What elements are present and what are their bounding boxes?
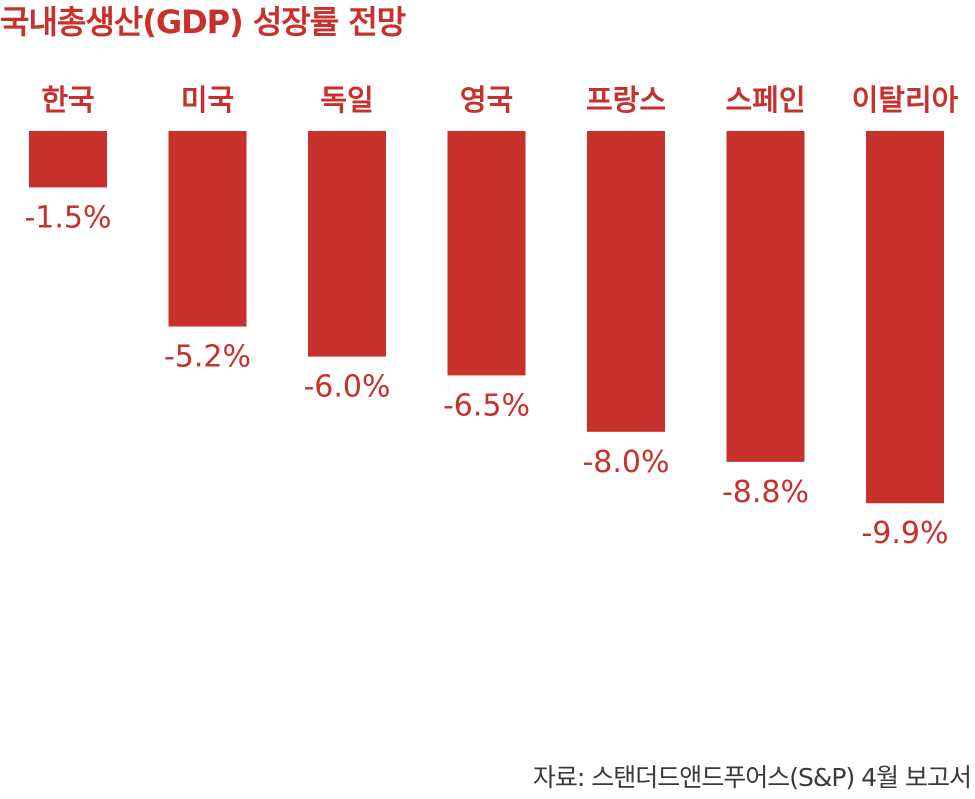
source-note: 자료: 스탠더드앤드푸어스(S&P) 4월 보고서 bbox=[532, 763, 972, 792]
category-label: 영국 bbox=[460, 83, 513, 117]
bar bbox=[866, 131, 944, 504]
bar bbox=[168, 131, 247, 327]
category-label: 프랑스 bbox=[586, 83, 666, 117]
value-label: -6.0% bbox=[303, 370, 390, 405]
value-label: -9.9% bbox=[861, 516, 948, 551]
bar bbox=[447, 131, 526, 376]
category-label: 한국 bbox=[41, 83, 94, 117]
bar bbox=[726, 131, 805, 462]
value-label: -6.5% bbox=[443, 388, 530, 423]
value-label: -1.5% bbox=[24, 200, 111, 235]
value-label: -8.8% bbox=[722, 475, 809, 510]
bar bbox=[29, 131, 107, 188]
category-label: 미국 bbox=[181, 83, 234, 117]
bar bbox=[308, 131, 386, 357]
category-label: 이탈리아 bbox=[852, 83, 959, 117]
value-label: -5.2% bbox=[164, 340, 251, 375]
category-label: 스페인 bbox=[725, 83, 805, 117]
category-label: 독일 bbox=[320, 83, 373, 117]
bar bbox=[587, 131, 665, 432]
bar-chart: 한국 -1.5% 미국 -5.2% 독일 -6.0% 영국 -6.5% 프랑스 -8.0% 스페인 -… bbox=[24, 83, 959, 551]
chart-title: 국내총생산(GDP) 성장률 전망 bbox=[0, 3, 406, 41]
value-label: -8.0% bbox=[582, 445, 669, 480]
